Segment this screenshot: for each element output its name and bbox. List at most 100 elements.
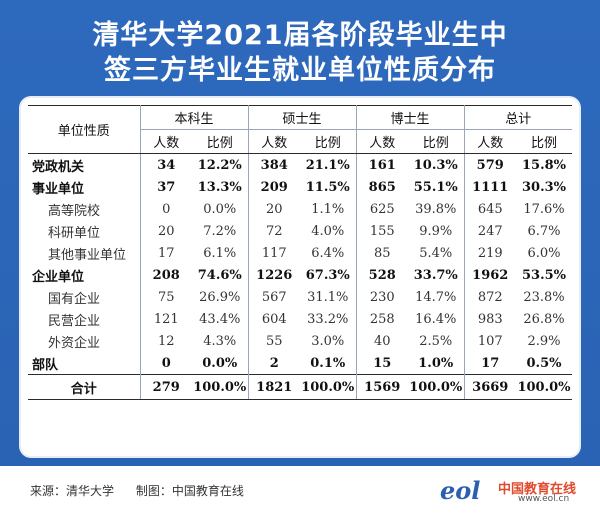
subhead-count: 人数 [355,129,408,154]
row-label: 科研单位 [48,225,101,241]
table-row: 部队 0 0.0% 2 0.1% 15 1.0% 17 0.5% [28,352,572,375]
footer-bar: 来源：清华大学 制图：中国教育在线 eol 中国教育在线 www.eol.cn [0,466,600,530]
ratio-cell: 43.4% [199,311,241,327]
ratio-cell: 15.8% [521,157,566,173]
count-cell: 40 [355,330,408,352]
ratio-cell: 11.5% [305,179,350,195]
table-row: 其他事业单位 17 6.1% 117 6.4% 85 5.4% 219 6.0% [28,242,572,264]
count-cell: 247 [463,220,516,242]
ratio-cell: 33.2% [307,311,349,327]
count-cell: 1962 [463,264,516,286]
table-row: 事业单位 37 13.3% 209 11.5% 865 55.1% 1111 30.3% [28,176,572,198]
ratio-cell: 31.1% [307,289,349,305]
count-cell: 1111 [463,176,516,198]
row-label: 其他事业单位 [48,247,127,263]
ratio-cell: 14.7% [415,289,457,305]
ratio-cell: 39.8% [415,201,457,217]
eol-logo-org: 中国教育在线 [498,482,577,497]
table-row: 党政机关 34 12.2% 384 21.1% 161 10.3% 579 15.8% [28,153,572,176]
count-cell: 384 [247,153,300,176]
table-row: 合计 279 100.0% 1821 100.0% 1569 100.0% 3669 100.0… [28,374,572,400]
ratio-cell: 100.0% [516,374,572,400]
count-cell: 865 [355,176,408,198]
count-cell: 1821 [247,374,300,400]
count-cell: 3669 [463,374,516,400]
count-cell: 121 [139,308,192,330]
corner-header: 单位性质 [28,105,140,154]
count-cell: 1226 [247,264,300,286]
ratio-cell: 17.6% [523,201,565,217]
ratio-cell: 6.1% [203,245,237,261]
count-cell: 72 [247,220,300,242]
count-cell: 872 [463,286,516,308]
subhead-ratio: 比例 [516,129,572,154]
count-cell: 209 [247,176,300,198]
count-cell: 85 [355,242,408,264]
ratio-cell: 12.2% [197,157,242,173]
group-header-master: 硕士生 [247,105,356,130]
count-cell: 1569 [355,374,408,400]
count-cell: 528 [355,264,408,286]
count-cell: 567 [247,286,300,308]
count-cell: 12 [139,330,192,352]
table-row: 高等院校 0 0.0% 20 1.1% 625 39.8% 645 17.6% [28,198,572,220]
group-header-undergrad: 本科生 [139,105,248,130]
count-cell: 55 [247,330,300,352]
row-label: 企业单位 [32,269,85,285]
count-cell: 75 [139,286,192,308]
ratio-cell: 0.5% [526,355,562,371]
ratio-cell: 10.3% [413,157,458,173]
group-header-total: 总计 [463,105,572,130]
row-label: 高等院校 [48,203,101,219]
employment-table: 单位性质 本科生 硕士生 博士生 总计 人数 比例 人数 比例 人数 比例 人数… [28,105,572,400]
subhead-ratio: 比例 [192,129,248,154]
count-cell: 117 [247,242,300,264]
ratio-cell: 4.3% [203,333,237,349]
row-label: 合计 [28,374,140,400]
table-row: 民营企业 121 43.4% 604 33.2% 258 16.4% 983 26.8% [28,308,572,330]
count-cell: 2 [247,352,300,375]
source-text: 来源：清华大学 [30,484,115,498]
subhead-ratio: 比例 [300,129,356,154]
ratio-cell: 16.4% [415,311,457,327]
ratio-cell: 21.1% [305,157,350,173]
ratio-cell: 100.0% [192,374,248,400]
subhead-count: 人数 [463,129,516,154]
count-cell: 0 [139,352,192,375]
ratio-cell: 26.9% [199,289,241,305]
ratio-cell: 0.0% [202,355,238,371]
subhead-count: 人数 [247,129,300,154]
ratio-cell: 7.2% [203,223,237,239]
count-cell: 579 [463,153,516,176]
ratio-cell: 2.5% [419,333,453,349]
subhead-ratio: 比例 [408,129,464,154]
ratio-cell: 53.5% [521,267,566,283]
ratio-cell: 1.0% [418,355,454,371]
count-cell: 625 [355,198,408,220]
row-label: 外资企业 [48,335,101,351]
ratio-cell: 2.9% [527,333,561,349]
eol-logo-url: www.eol.cn [518,494,570,504]
row-label: 事业单位 [32,181,85,197]
count-cell: 155 [355,220,408,242]
count-cell: 604 [247,308,300,330]
count-cell: 17 [463,352,516,375]
ratio-cell: 33.7% [413,267,458,283]
count-cell: 20 [247,198,300,220]
count-cell: 279 [139,374,192,400]
count-cell: 230 [355,286,408,308]
count-cell: 34 [139,153,192,176]
table-row: 科研单位 20 7.2% 72 4.0% 155 9.9% 247 6.7% [28,220,572,242]
ratio-cell: 5.4% [419,245,453,261]
title-line-2: 签三方毕业生就业单位性质分布 [104,55,496,86]
count-cell: 983 [463,308,516,330]
ratio-cell: 6.7% [527,223,561,239]
count-cell: 20 [139,220,192,242]
count-cell: 0 [139,198,192,220]
ratio-cell: 6.4% [311,245,345,261]
ratio-cell: 67.3% [305,267,350,283]
poster-title: 清华大学2021届各阶段毕业生中 签三方毕业生就业单位性质分布 [0,18,600,88]
maker-text: 制图：中国教育在线 [135,484,244,498]
ratio-cell: 0.1% [310,355,346,371]
count-cell: 37 [139,176,192,198]
